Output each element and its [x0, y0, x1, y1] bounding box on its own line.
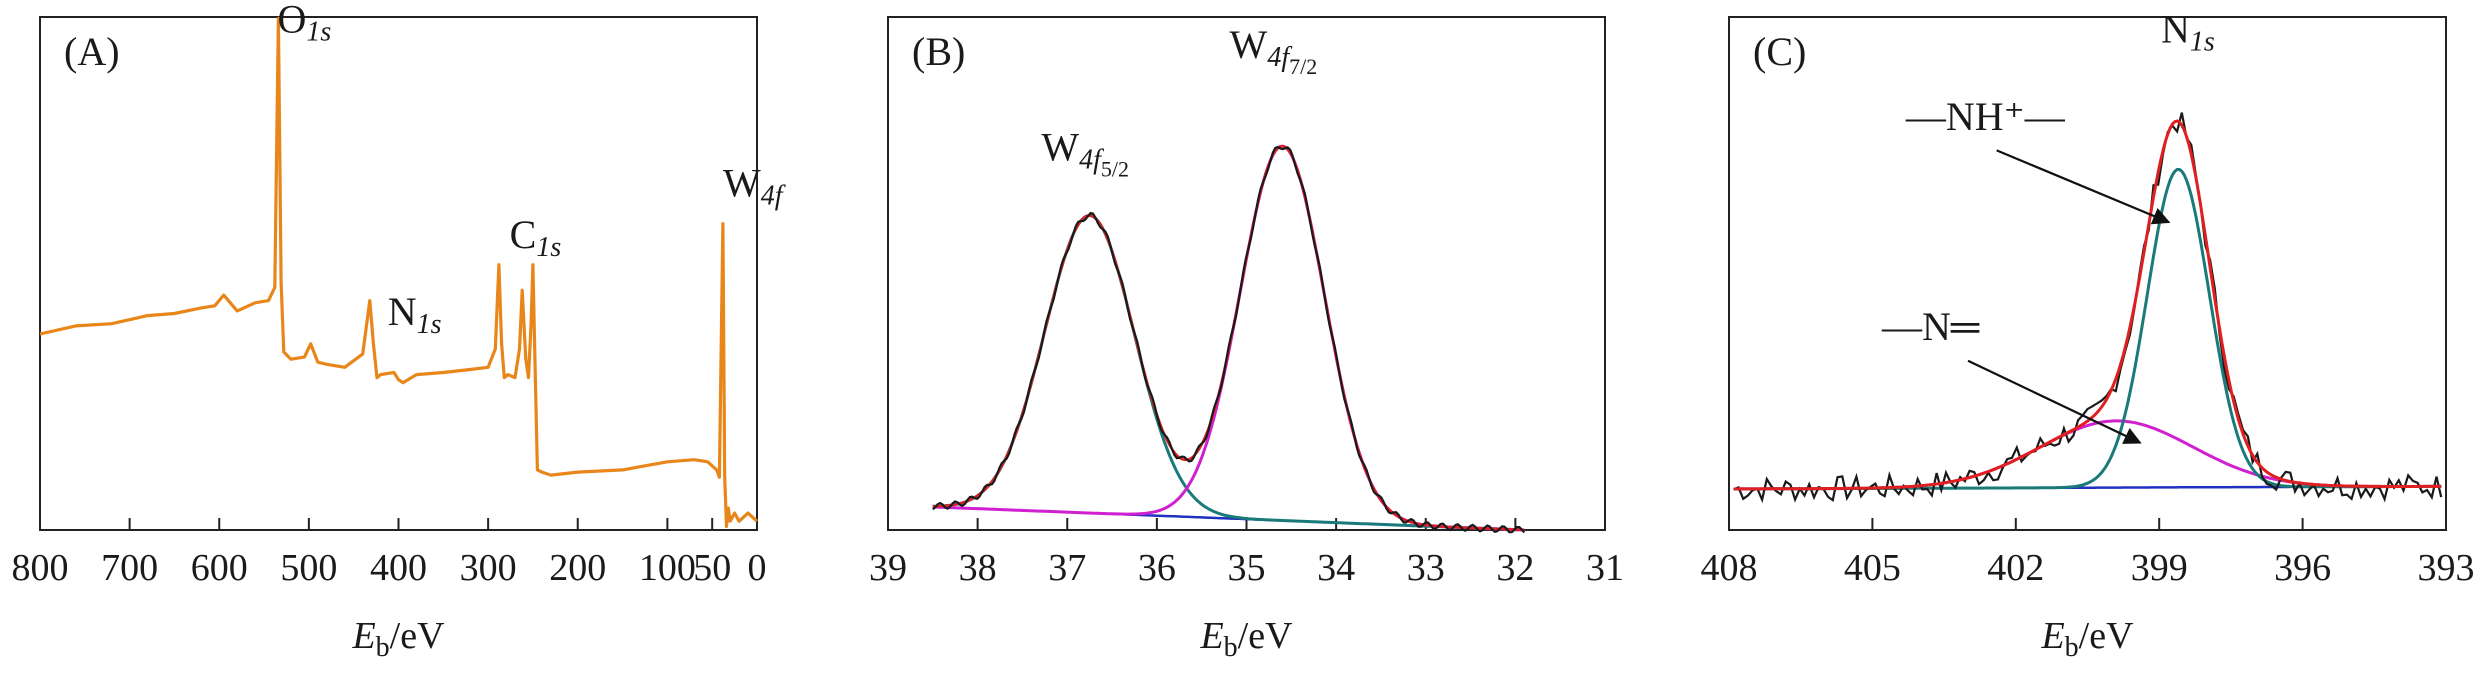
x-tick-label: 396 — [2274, 547, 2331, 589]
envelope-fit-series — [1733, 119, 2442, 491]
peak-label: W4f7/2 — [1230, 22, 1318, 79]
peak-label: W4f5/2 — [1041, 125, 1129, 182]
panel-label: (A) — [64, 29, 120, 74]
x-axis-label: Eb/eV — [1199, 615, 1293, 663]
x-tick-label: 50 — [693, 547, 731, 589]
panel-1: 39 38 37 36 35 34 33 32 31 (B) Eb/eV W4f5/2 W4f7/2 — [869, 16, 1624, 663]
peak-label: N1s — [388, 289, 442, 340]
x-tick-label: 200 — [549, 547, 606, 589]
x-tick-label: 800 — [12, 547, 69, 589]
peak-label: C1s — [510, 212, 562, 263]
nh-plus-fit-series — [1733, 168, 2442, 491]
x-tick-label: 35 — [1228, 547, 1266, 589]
w4f52-fit-series — [932, 214, 1525, 532]
x-tick-label: 393 — [2418, 547, 2475, 589]
x-tick-label: 39 — [869, 547, 907, 589]
x-tick-label: 700 — [101, 547, 158, 589]
x-tick-label: 300 — [460, 547, 517, 589]
w4f72-fit-series — [932, 144, 1525, 532]
survey-series — [39, 16, 759, 528]
panel-label: (C) — [1753, 29, 1806, 74]
panel-label: (B) — [912, 29, 965, 74]
x-tick-label: 37 — [1048, 547, 1086, 589]
x-tick-label: 408 — [1701, 547, 1758, 589]
envelope-fit-series — [932, 144, 1525, 532]
peak-label: —NH⁺— — [1905, 94, 2066, 139]
x-tick-label: 500 — [280, 547, 337, 589]
peak-label: —N═ — [1881, 304, 1980, 349]
x-tick-label: 31 — [1586, 547, 1624, 589]
x-tick-label: 405 — [1844, 547, 1901, 589]
nh-plus-arrow — [1996, 149, 2171, 225]
plot-frame — [1728, 16, 2447, 531]
n-double-bond-fit-series — [1733, 419, 2442, 491]
raw-data-series — [932, 145, 1526, 534]
x-tick-label: 33 — [1407, 547, 1445, 589]
x-tick-label: 32 — [1496, 547, 1534, 589]
x-tick-label: 399 — [2131, 547, 2188, 589]
x-axis-label: Eb/eV — [2040, 615, 2134, 663]
plot-frame — [887, 16, 1606, 531]
x-tick-label: 34 — [1317, 547, 1355, 589]
x-tick-label: 36 — [1138, 547, 1176, 589]
x-tick-label: 100 — [639, 547, 696, 589]
plot-frame — [39, 16, 758, 531]
x-tick-label: 38 — [959, 547, 997, 589]
peak-label: W4f — [723, 161, 786, 212]
raw-data-series — [1733, 112, 2443, 504]
peak-label: N1s — [2161, 7, 2215, 58]
x-tick-label: 600 — [191, 547, 248, 589]
panel-2: 408 405 402 399 396 393 (C) Eb/eV N1s —NH⁺— —N═ — [1701, 7, 2475, 663]
n-double-bond-arrow — [1967, 359, 2142, 444]
x-axis-label: Eb/eV — [351, 615, 445, 663]
x-tick-label: 402 — [1987, 547, 2044, 589]
x-tick-label: 0 — [748, 547, 767, 589]
peak-label: O1s — [278, 0, 332, 47]
x-tick-label: 400 — [370, 547, 427, 589]
